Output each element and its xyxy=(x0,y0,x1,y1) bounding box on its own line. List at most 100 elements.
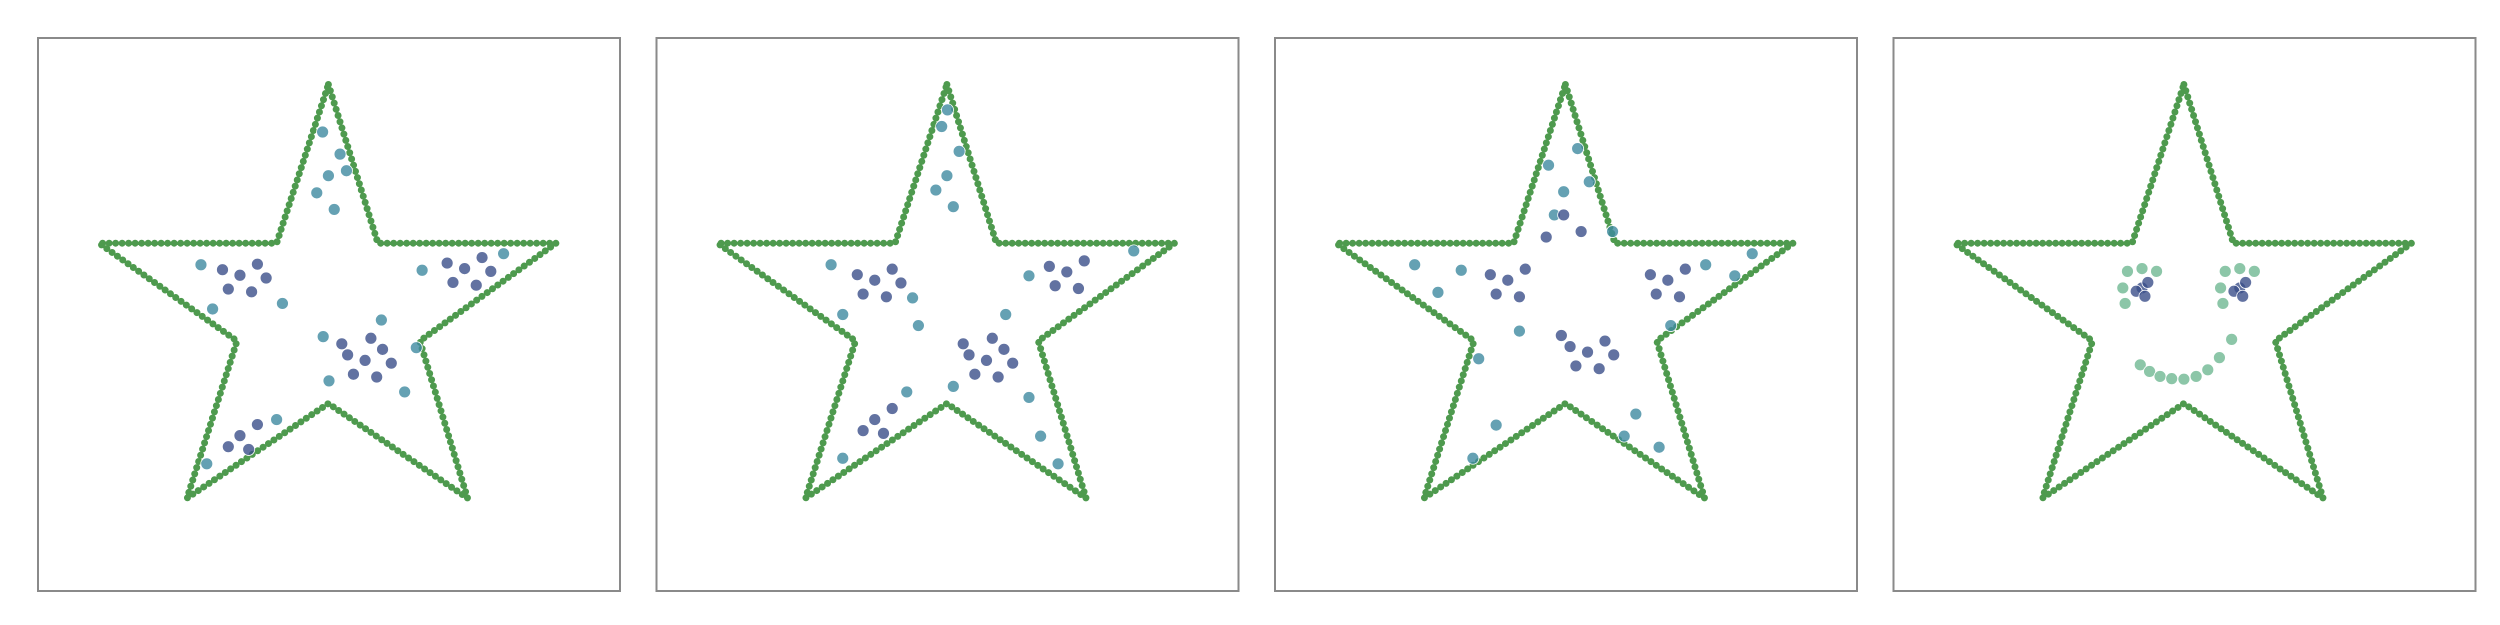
scatter-point xyxy=(1557,208,1571,222)
scatter-point xyxy=(885,262,899,276)
scatter-point xyxy=(2239,276,2253,289)
scatter-point xyxy=(940,169,954,183)
scatter-point xyxy=(1518,262,1532,276)
scatter-point xyxy=(221,282,235,296)
scatter-point xyxy=(1643,268,1657,282)
scatter-point xyxy=(335,337,349,351)
scatter-point xyxy=(836,308,850,321)
scatter-point xyxy=(2150,264,2163,278)
star-outline xyxy=(1951,81,2415,502)
scatter-point xyxy=(2216,297,2230,310)
scatter-point xyxy=(2133,358,2147,372)
scatter-point xyxy=(985,331,999,345)
scatter-point xyxy=(929,183,943,197)
scatter-point xyxy=(1022,269,1036,283)
scatter-point xyxy=(376,342,389,356)
scatter-point xyxy=(316,125,329,139)
scatter-point xyxy=(962,348,976,362)
scatter-point xyxy=(1542,158,1555,172)
scatter-point xyxy=(221,440,235,454)
scatter-point xyxy=(1582,175,1596,189)
scatter-point xyxy=(1431,285,1445,299)
panel xyxy=(37,37,621,592)
panel xyxy=(655,37,1240,592)
scatter-point xyxy=(1699,258,1713,272)
panel xyxy=(1274,37,1858,592)
scatter-point xyxy=(1652,440,1666,454)
scatter-point xyxy=(2153,370,2167,383)
scatter-point xyxy=(824,258,838,272)
star-outline xyxy=(714,81,1178,502)
scatter-point xyxy=(1034,429,1048,443)
scatter-point xyxy=(1077,254,1091,268)
scatter-point xyxy=(2214,281,2227,295)
scatter-point xyxy=(242,443,256,456)
scatter-point xyxy=(2118,297,2132,310)
scatter-point xyxy=(2189,370,2203,383)
scatter-point xyxy=(868,273,882,287)
scatter-point xyxy=(1617,429,1631,443)
scatter-point xyxy=(1563,340,1577,353)
scatter-point xyxy=(384,356,398,370)
scatter-point xyxy=(484,264,498,278)
scatter-point xyxy=(1728,269,1742,283)
scatter-point xyxy=(206,302,220,316)
scatter-point xyxy=(1629,407,1643,421)
scatter-point xyxy=(1489,418,1503,432)
scatter-point xyxy=(906,291,919,305)
scatter-point xyxy=(1569,359,1583,373)
scatter-point xyxy=(446,276,460,289)
scatter-point xyxy=(2213,351,2226,365)
scatter-point xyxy=(856,424,870,438)
scatter-point xyxy=(1127,244,1141,258)
scatter-point xyxy=(997,342,1011,356)
scatter-point xyxy=(900,385,914,399)
scatter-point xyxy=(1006,356,1020,370)
scatter-point xyxy=(850,268,864,282)
scatter-point xyxy=(894,276,908,290)
scatter-point xyxy=(340,164,353,178)
scatter-point xyxy=(1592,362,1606,376)
scatter-point xyxy=(1466,451,1480,465)
scatter-point xyxy=(941,103,954,117)
scatter-point xyxy=(358,353,372,367)
scatter-point xyxy=(1051,457,1065,471)
scatter-point xyxy=(1581,345,1594,359)
scatter-point xyxy=(276,297,289,310)
scatter-point xyxy=(856,287,870,301)
scatter-point xyxy=(2143,365,2156,378)
scatter-point xyxy=(1513,324,1526,338)
scatter-point xyxy=(374,313,388,327)
scatter-point xyxy=(333,147,347,161)
scatter-point xyxy=(409,341,423,355)
scatter-point xyxy=(946,200,960,214)
scatter-point xyxy=(2177,372,2191,386)
scatter-point xyxy=(956,337,970,351)
scatter-point xyxy=(475,251,489,264)
scatter-point xyxy=(327,203,341,216)
scatter-point xyxy=(2165,372,2179,386)
panel-frame xyxy=(37,37,621,592)
scatter-point xyxy=(1539,230,1553,244)
scatter-point xyxy=(1661,273,1675,287)
scatter-point xyxy=(233,268,247,282)
panel-frame xyxy=(1274,37,1858,592)
scatter-point xyxy=(1454,263,1468,277)
scatter-point xyxy=(322,169,335,183)
scatter-point xyxy=(398,385,412,399)
scatter-point xyxy=(1483,268,1497,282)
scatter-point xyxy=(868,413,882,426)
scatter-point xyxy=(1745,247,1759,261)
scatter-point xyxy=(216,263,229,277)
scatter-point xyxy=(935,120,949,133)
scatter-point xyxy=(2236,289,2250,303)
scatter-point xyxy=(2201,363,2215,377)
scatter-point xyxy=(999,308,1013,321)
scatter-point xyxy=(885,402,899,415)
scatter-point xyxy=(946,379,960,393)
scatter-point xyxy=(1598,334,1612,348)
scatter-point xyxy=(347,367,360,381)
scatter-point xyxy=(1557,185,1571,199)
scatter-point xyxy=(415,263,429,277)
